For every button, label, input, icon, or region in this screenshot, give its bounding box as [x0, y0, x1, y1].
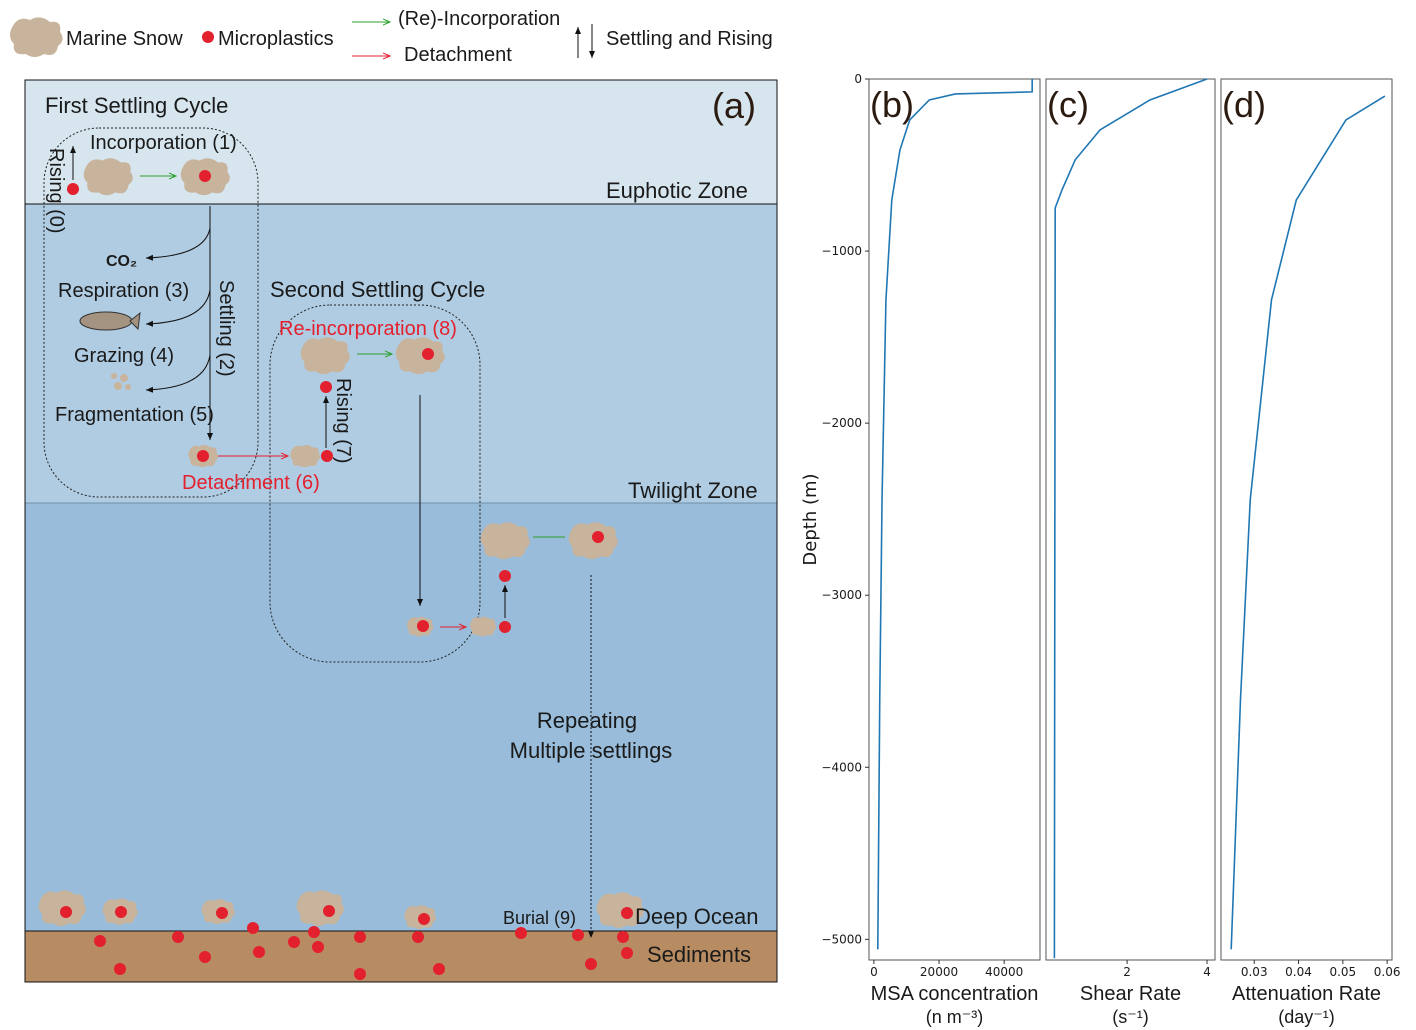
page: {"diagram": { "legend": {"marine_snow": …	[0, 0, 1416, 1030]
x-tick-label: 0.04	[1285, 965, 1312, 979]
legend-label: Microplastics	[218, 28, 334, 50]
ocean-panel: (a) First Settling Cycle Incorporation (…	[25, 80, 777, 982]
process-label: Respiration (3)	[58, 280, 189, 302]
plot-frame	[1046, 79, 1215, 960]
x-axis-label: Attenuation Rate	[1232, 983, 1381, 1005]
panel-label: (c)	[1047, 84, 1089, 125]
process-label: Repeating	[537, 708, 637, 733]
legend-label: (Re)-Incorporation	[398, 8, 560, 30]
y-tick-label: −4000	[821, 760, 862, 774]
x-tick-label: 0	[870, 965, 878, 979]
x-tick-label: 0.05	[1329, 965, 1356, 979]
process-label: Grazing (4)	[74, 345, 174, 367]
figure: Marine Snow Microplastics (Re)-Incorpora…	[0, 0, 1416, 1030]
profile-line	[878, 79, 1032, 949]
zone-label: Sediments	[647, 942, 751, 967]
panel-label: (b)	[870, 84, 914, 125]
process-label: Incorporation (1)	[90, 132, 237, 154]
process-label: Rising (0)	[45, 148, 67, 234]
deep-zone	[25, 503, 777, 931]
y-tick-label: 0	[854, 72, 862, 86]
legend-label: Detachment	[404, 44, 512, 66]
profile-charts: 0 −1000 −2000 −3000 −4000 −5000 0 20000 40000 (b)…	[800, 72, 1400, 1027]
profile-line	[1231, 96, 1385, 949]
zone-label: Euphotic Zone	[606, 178, 748, 203]
y-tick-label: −5000	[821, 932, 862, 946]
process-label: Fragmentation (5)	[55, 404, 214, 426]
legend-label: Settling and Rising	[606, 28, 773, 50]
plot-frame	[1221, 79, 1392, 960]
y-tick-label: −3000	[821, 588, 862, 602]
plot-frame	[869, 79, 1040, 960]
y-tick-label: −2000	[821, 416, 862, 430]
legend-dot	[202, 31, 214, 43]
y-tick-label: −1000	[821, 244, 862, 258]
zone-label: Deep Ocean	[635, 904, 759, 929]
x-axis-unit: (n m⁻³)	[926, 1007, 984, 1027]
process-label: CO₂	[106, 253, 137, 270]
process-label: Multiple settlings	[510, 738, 673, 763]
cycle-title: Second Settling Cycle	[270, 277, 485, 302]
legend-label: Marine Snow	[66, 28, 183, 50]
x-tick-label: 0.06	[1374, 965, 1401, 979]
x-tick-label: 4	[1203, 965, 1211, 979]
panel-label: (a)	[712, 85, 756, 126]
x-tick-label: 0.03	[1241, 965, 1268, 979]
x-axis-label: Shear Rate	[1080, 983, 1181, 1005]
x-tick-label: 2	[1123, 965, 1131, 979]
x-tick-label: 40000	[985, 965, 1023, 979]
x-axis-unit: (day⁻¹)	[1278, 1007, 1335, 1027]
process-label: Detachment (6)	[182, 472, 320, 494]
legend-snow-icon	[10, 17, 63, 57]
x-axis-label: MSA concentration	[871, 983, 1039, 1005]
x-tick-label: 20000	[920, 965, 958, 979]
process-label: Settling (2)	[215, 280, 237, 377]
process-label: Rising (7)	[332, 378, 354, 464]
y-axis-label: Depth (m)	[800, 473, 821, 565]
process-label: Re-incorporation (8)	[279, 318, 457, 340]
profile-line	[1054, 79, 1207, 958]
zone-label: Twilight Zone	[628, 478, 758, 503]
process-label: Burial (9)	[503, 908, 576, 928]
cycle-title: First Settling Cycle	[45, 93, 228, 118]
x-axis-unit: (s⁻¹)	[1112, 1007, 1148, 1027]
panel-label: (d)	[1222, 84, 1266, 125]
legend: Marine Snow Microplastics (Re)-Incorpora…	[10, 8, 773, 66]
